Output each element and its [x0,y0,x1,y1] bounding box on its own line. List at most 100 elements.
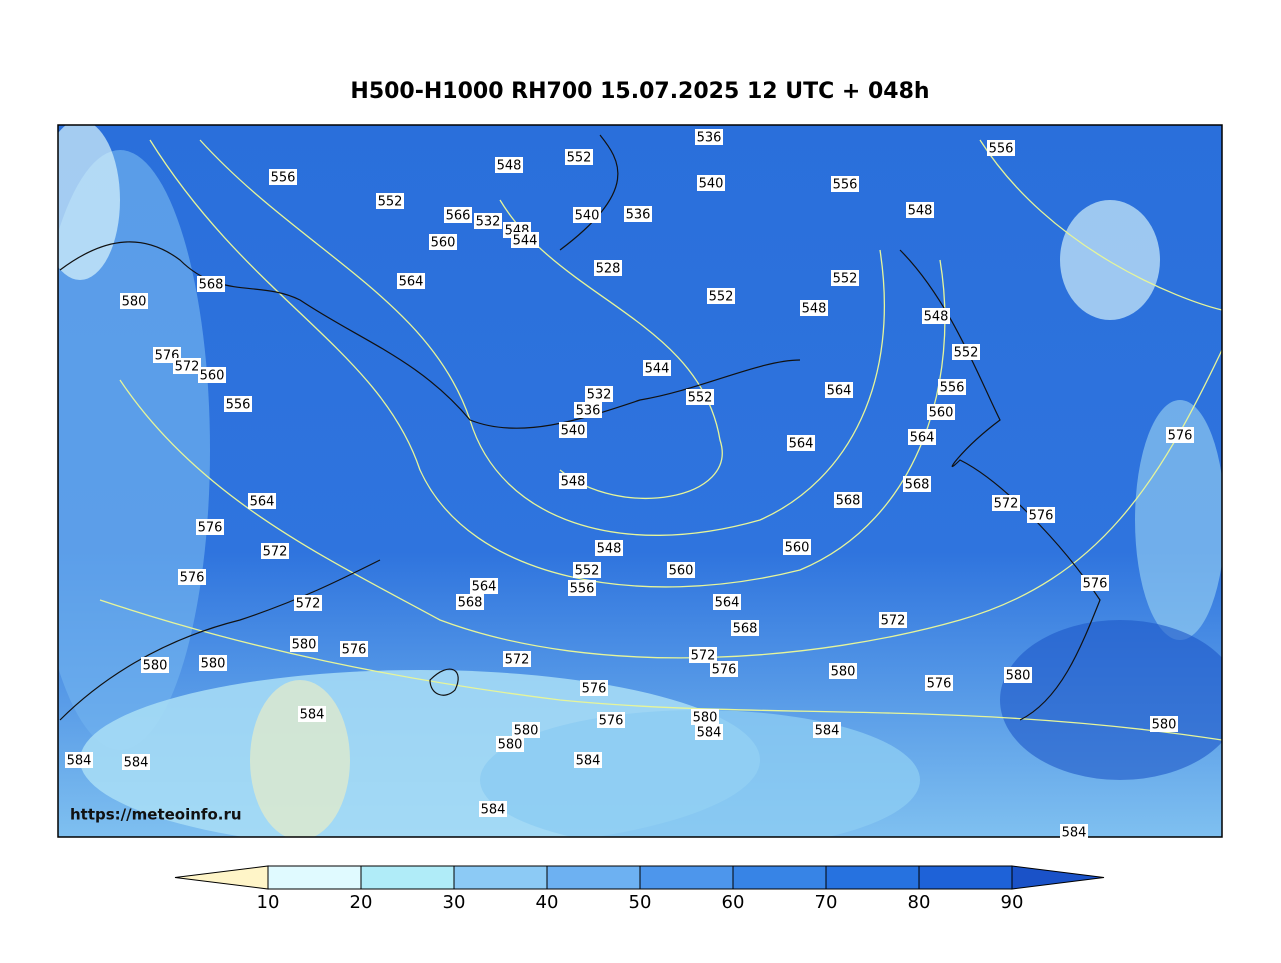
contour-label: 580 [514,724,539,739]
contour-label-box [470,578,498,594]
contour-label: 564 [250,495,275,510]
contour-label-box [1060,824,1088,840]
contour-label-box [173,358,201,374]
contour-label: 580 [122,295,147,310]
contour-line [149,139,946,588]
contour-label-box [595,540,623,556]
contour-line [979,139,1222,311]
colorbar-tick-label: 40 [536,892,559,913]
colorbar-box [453,865,548,890]
contour-label-box [952,344,980,360]
contour-label-box [1081,575,1109,591]
humidity-patch [1060,200,1160,320]
contour-label: 576 [198,521,223,536]
contour-label-box [141,657,169,673]
contour-label-box [689,647,717,663]
contour-label-box [1004,667,1032,683]
contour-label: 540 [561,424,586,439]
contour-label-box [120,293,148,309]
contour-label-box [831,270,859,286]
contour-label-box [879,612,907,628]
contour-label: 556 [989,142,1014,157]
contour-label-box [376,193,404,209]
contour-label: 540 [575,209,600,224]
contour-line [499,199,723,499]
contour-label: 552 [688,391,713,406]
contour-label-box [903,476,931,492]
contour-label-box [198,367,226,383]
contour-label: 552 [567,151,592,166]
contour-label-box [695,724,723,740]
contour-label-box [559,422,587,438]
colorbar-tick-label: 60 [722,892,745,913]
contour-label-box [707,288,735,304]
contour-label-box [927,404,955,420]
contour-label-box [565,149,593,165]
contour-label-box [992,495,1020,511]
contour-label: 580 [693,711,718,726]
contour-label-box [908,429,936,445]
contour-label-box [922,308,950,324]
contour-lines [99,139,1222,741]
contour-label: 576 [927,677,952,692]
humidity-patch [250,680,350,837]
map-area [58,125,1222,837]
contour-label: 548 [497,159,522,174]
contour-label: 548 [908,204,933,219]
map-title: H500-H1000 RH700 15.07.2025 12 UTC + 048… [350,79,929,104]
contour-label-box [713,594,741,610]
contour-label: 568 [733,622,758,637]
contour-label-box [178,569,206,585]
contour-label-box [573,207,601,223]
contour-label: 580 [143,659,168,674]
contour-label: 576 [1083,577,1108,592]
contour-label-box [834,492,862,508]
contour-label: 528 [596,262,621,277]
contour-label: 566 [446,209,471,224]
contour-label-box [290,636,318,652]
contour-label-box [938,379,966,395]
contour-label-box [925,675,953,691]
contour-label: 552 [709,290,734,305]
humidity-patch [1000,620,1222,780]
contour-label: 580 [498,738,523,753]
contour-label-box [1166,427,1194,443]
contour-label-box [787,435,815,451]
colorbar-box [732,865,827,890]
contour-label: 560 [200,369,225,384]
contour-label: 572 [175,360,200,375]
contour-label-box [580,680,608,696]
contour-label: 556 [570,582,595,597]
colorbar-tick-label: 80 [908,892,931,913]
contour-label-box [429,234,457,250]
contour-label-box [456,594,484,610]
colorbar-tick-label: 90 [1001,892,1024,913]
contour-label-box [65,752,93,768]
contour-label-box [559,473,587,489]
coastline [559,134,619,251]
contour-label-box [444,207,472,223]
contour-label-box [574,402,602,418]
colorbar-box [546,865,641,890]
contour-label: 560 [785,541,810,556]
contour-label: 584 [300,708,325,723]
contour-label-box [825,382,853,398]
contour-label: 584 [481,803,506,818]
coastline [899,249,1101,721]
colorbar-tick-label: 20 [350,892,373,913]
humidity-patch [58,150,210,750]
contour-label: 544 [513,234,538,249]
contour-label-box [783,539,811,555]
contour-label-box [568,580,596,596]
contour-label: 536 [576,404,601,419]
contour-label: 568 [458,596,483,611]
colorbar-box [918,865,1013,890]
contour-label-box [813,722,841,738]
contour-label: 564 [789,437,814,452]
contour-label-box [831,176,859,192]
contour-label: 584 [576,754,601,769]
contour-label-box [697,175,725,191]
contour-label: 552 [575,564,600,579]
contour-label: 584 [697,726,722,741]
